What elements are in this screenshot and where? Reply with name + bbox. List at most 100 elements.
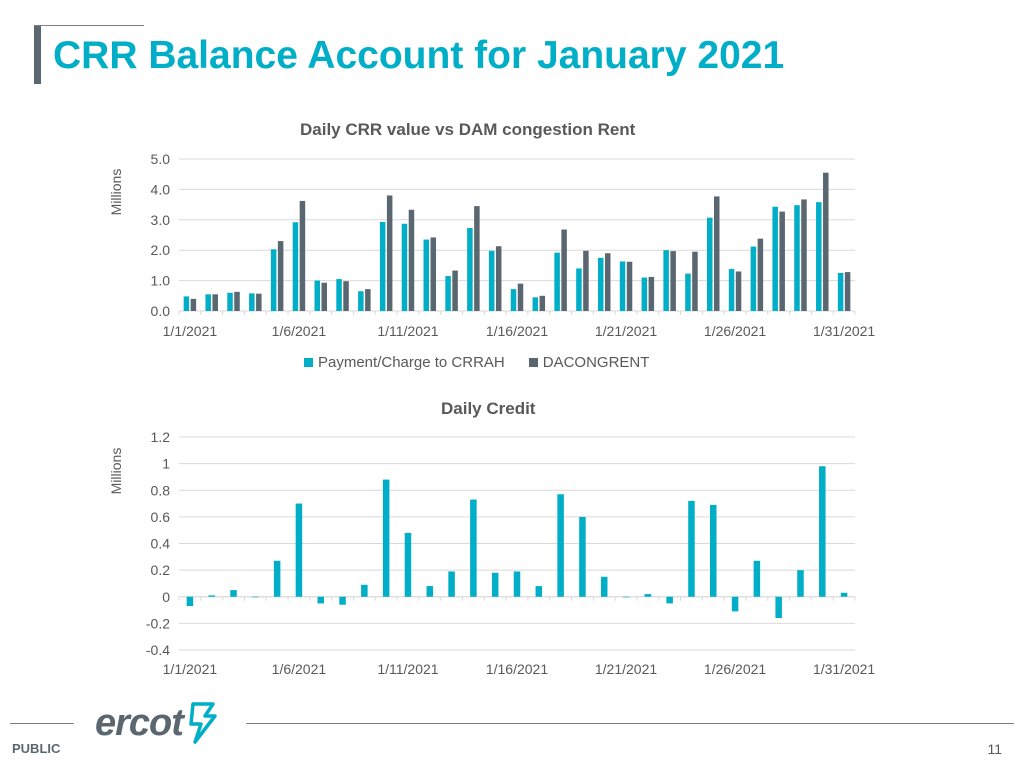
bar xyxy=(408,209,415,311)
x-tick-label: 1/1/2021 xyxy=(163,323,218,339)
logo-wordmark: ercot xyxy=(95,701,184,744)
bar xyxy=(212,294,218,311)
bar xyxy=(619,261,626,311)
bar xyxy=(710,504,717,597)
bar xyxy=(295,503,303,597)
y-tick-label: 0.6 xyxy=(151,509,171,525)
bar xyxy=(735,271,742,311)
bar xyxy=(794,205,800,311)
bar xyxy=(277,241,284,311)
footer-public-label: PUBLIC xyxy=(12,741,61,756)
y-tick-label: 0.8 xyxy=(151,482,171,498)
y-tick-label: 0.4 xyxy=(151,536,171,552)
bar xyxy=(317,596,324,604)
bar xyxy=(426,586,434,597)
x-tick-label: 1/16/2021 xyxy=(486,323,548,339)
bar xyxy=(644,594,652,597)
x-tick-label: 1/1/2021 xyxy=(163,661,218,677)
chart1-plot: 0.0 1.0 2.0 3.0 4.0 5.0 1/1/2021 1/6/2021 1/11/2… xyxy=(108,151,875,339)
bar xyxy=(379,221,386,311)
bar xyxy=(336,279,342,311)
legend-item-dacongrent: DACONGRENT xyxy=(528,354,650,371)
bar xyxy=(448,571,455,597)
bar xyxy=(554,252,560,311)
y-tick-label: 3.0 xyxy=(151,212,171,228)
bar xyxy=(597,257,604,311)
y-tick-label: -0.4 xyxy=(146,642,170,658)
title-accent-bar xyxy=(34,26,41,84)
bar xyxy=(273,560,281,597)
bar xyxy=(488,250,495,311)
bar xyxy=(183,296,190,311)
bar xyxy=(470,499,477,597)
bar xyxy=(816,202,822,311)
bar xyxy=(535,586,543,597)
bar xyxy=(474,206,480,311)
bar xyxy=(626,261,633,311)
bar xyxy=(622,596,630,598)
bar xyxy=(576,268,582,311)
x-tick-label: 1/6/2021 xyxy=(272,323,327,339)
bar xyxy=(227,292,233,311)
y-axis-label: Millions xyxy=(108,448,124,495)
x-tick-label: 1/31/2021 xyxy=(813,323,875,339)
bar xyxy=(205,294,211,311)
bar xyxy=(583,250,589,311)
footer-rule-left xyxy=(10,723,74,724)
bar xyxy=(539,295,546,311)
bar xyxy=(561,229,567,311)
bar xyxy=(663,250,669,311)
y-tick-label: 1.0 xyxy=(151,273,171,289)
bar xyxy=(495,246,502,311)
bar xyxy=(837,273,844,311)
bar xyxy=(299,200,306,311)
bar xyxy=(361,584,368,597)
bar xyxy=(321,282,327,311)
y-tick-label: 1.2 xyxy=(151,429,171,445)
bar xyxy=(358,291,364,311)
bar xyxy=(404,532,412,597)
bar xyxy=(186,596,194,607)
bar xyxy=(844,272,851,311)
bar xyxy=(600,576,608,597)
bar xyxy=(292,222,299,311)
x-tick-label: 1/11/2021 xyxy=(377,661,438,677)
legend-swatch-dacongrent xyxy=(528,358,538,367)
bar xyxy=(670,251,676,311)
bar xyxy=(252,596,259,598)
bar xyxy=(401,223,408,311)
page-number: 11 xyxy=(987,741,1002,757)
x-tick-label: 1/21/2021 xyxy=(595,661,657,677)
bar xyxy=(666,596,673,604)
y-tick-label: 2.0 xyxy=(151,242,171,258)
bar xyxy=(579,516,586,597)
bar xyxy=(819,466,826,597)
bar xyxy=(339,596,346,605)
legend-label-dacongrent: DACONGRENT xyxy=(542,354,650,371)
bar xyxy=(604,253,611,311)
y-tick-label: 4.0 xyxy=(151,181,171,197)
bar xyxy=(688,500,695,597)
bar xyxy=(801,199,807,311)
bar xyxy=(772,206,778,311)
bar xyxy=(430,237,437,311)
bar xyxy=(714,196,720,311)
bar xyxy=(423,239,430,311)
y-tick-label: 0.2 xyxy=(151,562,171,578)
legend-swatch-crrah xyxy=(304,358,313,367)
bar xyxy=(510,289,517,311)
bar xyxy=(234,291,240,311)
bar xyxy=(517,283,524,311)
bar xyxy=(685,273,691,311)
bar xyxy=(707,217,713,311)
bar xyxy=(365,289,371,311)
x-tick-label: 1/26/2021 xyxy=(704,323,766,339)
y-tick-label: 5.0 xyxy=(151,151,171,167)
bar xyxy=(641,277,648,311)
bar xyxy=(731,596,739,612)
bar xyxy=(452,270,458,311)
x-tick-label: 1/21/2021 xyxy=(595,323,657,339)
bar xyxy=(557,494,564,597)
bar xyxy=(386,195,393,311)
y-tick-label: -0.2 xyxy=(146,615,170,631)
